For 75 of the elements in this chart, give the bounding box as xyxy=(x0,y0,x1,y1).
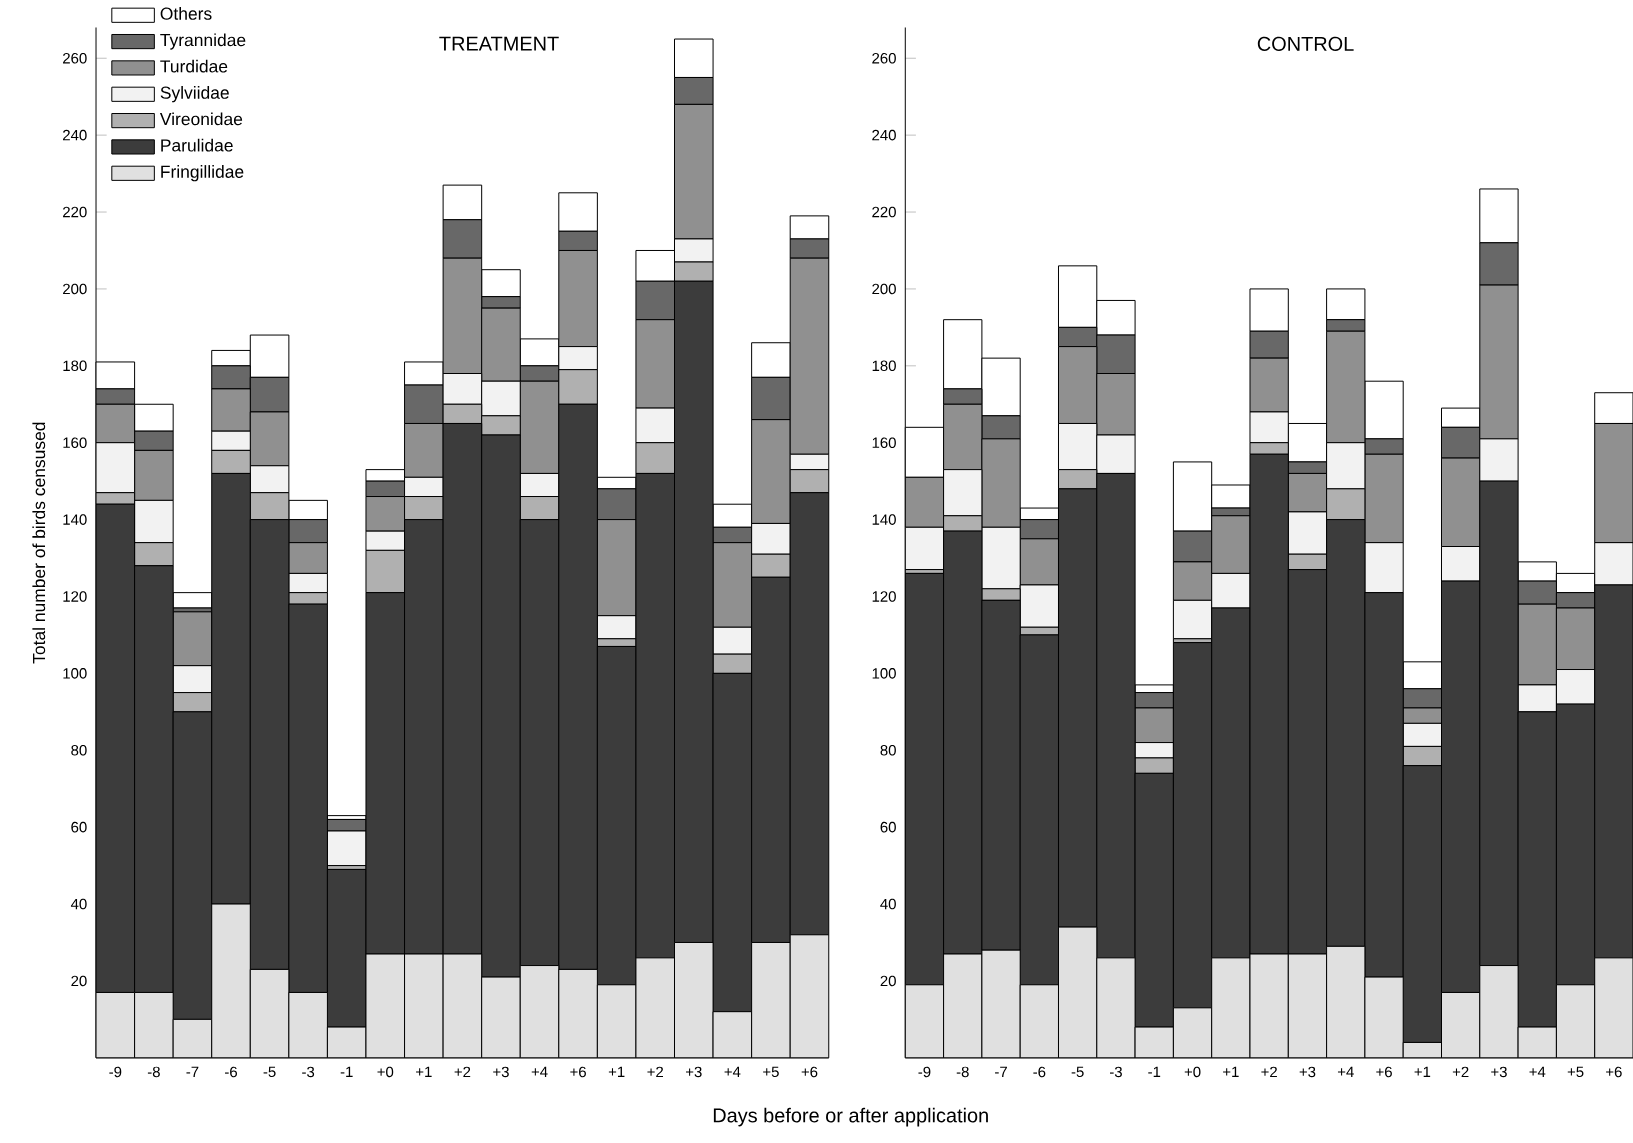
x-tick-label: +6 xyxy=(801,1066,818,1078)
x-tick-label: +3 xyxy=(1299,1066,1316,1078)
y-tick-label: 100 xyxy=(63,668,87,679)
y-axis-title: Total number of birds censused xyxy=(32,422,46,664)
x-tick-label: +3 xyxy=(1491,1066,1507,1078)
x-tick-label: +4 xyxy=(1529,1066,1546,1077)
x-tick-label: -5 xyxy=(263,1066,276,1078)
y-tick-label: 120 xyxy=(872,591,896,602)
y-tick-label: 220 xyxy=(872,206,896,218)
y-tick-label: 260 xyxy=(872,53,896,64)
x-tick-label: -9 xyxy=(918,1066,931,1078)
x-tick-label: -9 xyxy=(109,1066,122,1078)
x-tick-label: -1 xyxy=(1148,1066,1161,1077)
legend-label: Turdidae xyxy=(160,59,228,73)
x-tick-label: -1 xyxy=(340,1066,353,1077)
y-tick-label: 40 xyxy=(70,898,87,910)
y-tick-label: 60 xyxy=(71,821,87,833)
chart-title: CONTROL xyxy=(1257,36,1354,51)
y-tick-label: 160 xyxy=(872,437,896,449)
x-tick-label: -6 xyxy=(225,1066,237,1078)
x-tick-label: +2 xyxy=(454,1066,471,1078)
legend-label: Tyrannidae xyxy=(160,33,246,50)
y-tick-label: 100 xyxy=(872,668,896,679)
x-tick-label: -6 xyxy=(1033,1066,1046,1078)
x-tick-label: +6 xyxy=(570,1066,586,1078)
x-tick-label: -8 xyxy=(147,1066,160,1078)
y-tick-label: 160 xyxy=(63,437,87,449)
y-tick-label: 20 xyxy=(880,975,896,987)
x-tick-label: +0 xyxy=(377,1066,394,1078)
y-tick-label: 220 xyxy=(63,206,87,218)
x-tick-label: -5 xyxy=(1071,1066,1084,1078)
x-tick-label: +3 xyxy=(493,1066,509,1078)
y-tick-label: 60 xyxy=(880,821,896,833)
x-tick-label: +4 xyxy=(531,1066,548,1077)
x-tick-label: +3 xyxy=(686,1066,702,1078)
y-tick-label: 260 xyxy=(63,53,87,64)
x-axis-title: Days before or after application xyxy=(713,1107,988,1127)
x-tick-label: +1 xyxy=(608,1066,625,1077)
x-tick-label: +2 xyxy=(1452,1066,1469,1078)
x-tick-label: +6 xyxy=(1376,1066,1392,1078)
x-tick-label: +2 xyxy=(1261,1066,1277,1078)
y-tick-label: 20 xyxy=(71,975,87,987)
chart-title: TREATMENT xyxy=(439,36,559,51)
x-tick-label: +5 xyxy=(763,1066,779,1078)
x-tick-label: -3 xyxy=(302,1066,315,1078)
y-tick-label: 80 xyxy=(71,745,87,756)
legend-label: Vireonidae xyxy=(159,112,243,126)
x-tick-label: -7 xyxy=(186,1066,199,1077)
y-tick-label: 180 xyxy=(872,360,896,372)
y-tick-label: 200 xyxy=(872,283,896,295)
y-tick-label: 140 xyxy=(872,514,896,525)
legend-label: Sylviidae xyxy=(160,86,229,103)
y-tick-label: 240 xyxy=(63,129,87,141)
x-tick-label: +1 xyxy=(416,1066,432,1077)
y-tick-label: 40 xyxy=(880,898,896,910)
x-tick-label: +5 xyxy=(1567,1066,1584,1078)
legend-label: Parulidae xyxy=(161,138,233,152)
y-tick-label: 80 xyxy=(880,745,896,756)
x-tick-label: +6 xyxy=(1606,1066,1622,1078)
x-tick-label: +1 xyxy=(1223,1066,1239,1077)
x-tick-label: +1 xyxy=(1414,1066,1431,1077)
y-tick-label: 120 xyxy=(63,591,87,602)
y-tick-label: 180 xyxy=(63,360,87,372)
x-tick-label: +4 xyxy=(1337,1066,1354,1077)
x-tick-label: -3 xyxy=(1109,1066,1122,1078)
x-tick-label: +4 xyxy=(724,1066,741,1077)
x-tick-label: -8 xyxy=(956,1066,969,1078)
y-tick-label: 140 xyxy=(63,514,87,525)
x-tick-label: +2 xyxy=(647,1066,664,1078)
legend-label: Others xyxy=(160,7,212,20)
y-tick-label: 240 xyxy=(872,129,896,141)
x-tick-label: +0 xyxy=(1184,1066,1201,1078)
legend-label: Fringillidae xyxy=(161,165,244,182)
y-tick-label: 200 xyxy=(63,283,87,295)
x-tick-label: -7 xyxy=(995,1066,1007,1077)
